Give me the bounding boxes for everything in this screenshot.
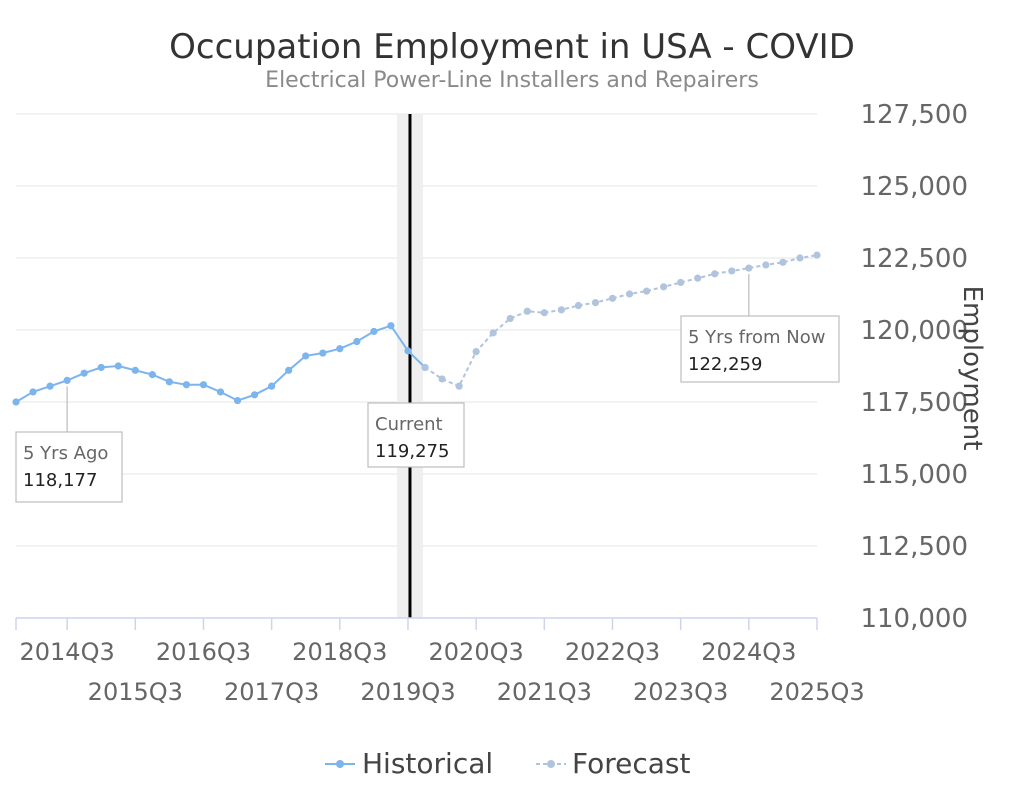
data-point[interactable] (336, 345, 344, 353)
x-tick-label: 2014Q3 (20, 638, 115, 666)
data-point[interactable] (762, 261, 770, 269)
y-tick-label: 112,500 (860, 532, 968, 562)
data-point[interactable] (199, 381, 208, 389)
data-point[interactable] (813, 251, 821, 259)
x-tick-label: 2016Q3 (156, 638, 251, 666)
data-point[interactable] (285, 366, 293, 374)
data-point[interactable] (46, 382, 54, 390)
data-point[interactable] (574, 301, 583, 310)
data-point[interactable] (250, 391, 259, 399)
legend-label-forecast: Forecast (572, 747, 691, 780)
annotation-box (15, 431, 123, 503)
data-point[interactable] (523, 307, 531, 315)
data-point[interactable] (148, 371, 156, 379)
data-point[interactable] (455, 382, 463, 390)
data-point[interactable] (540, 309, 548, 317)
y-axis-label: Employment (957, 286, 987, 451)
y-tick-label: 122,500 (860, 244, 968, 274)
data-point[interactable] (557, 306, 565, 314)
legend-item-forecast[interactable]: Forecast (536, 747, 691, 780)
data-point[interactable] (660, 283, 668, 291)
data-point[interactable] (131, 366, 139, 374)
x-tick-label: 2017Q3 (224, 678, 319, 706)
x-tick-label: 2018Q3 (292, 638, 387, 666)
data-point[interactable] (97, 363, 105, 372)
annotation-value: 119,275 (375, 441, 449, 462)
data-point[interactable] (472, 348, 480, 356)
data-point[interactable] (421, 363, 429, 372)
chart-subtitle: Electrical Power-Line Installers and Rep… (265, 68, 759, 93)
x-tick-label: 2022Q3 (565, 638, 660, 666)
data-point[interactable] (12, 398, 20, 406)
data-point[interactable] (80, 369, 88, 377)
data-point[interactable] (779, 258, 787, 266)
series-lines (12, 251, 821, 406)
data-point[interactable] (694, 274, 702, 282)
data-point[interactable] (165, 378, 173, 386)
x-tick-label: 2023Q3 (633, 678, 728, 706)
annotation-value: 118,177 (23, 470, 97, 491)
x-tick-label: 2015Q3 (88, 678, 183, 706)
annotation-box (367, 402, 465, 468)
data-point[interactable] (591, 299, 600, 307)
data-point[interactable] (677, 278, 685, 287)
data-point[interactable] (745, 264, 753, 272)
data-point[interactable] (353, 337, 361, 346)
data-point[interactable] (506, 314, 514, 323)
annotation-box (680, 315, 840, 383)
annotation-label: 5 Yrs Ago (23, 443, 108, 464)
data-point[interactable] (63, 376, 71, 384)
data-point[interactable] (370, 327, 378, 336)
data-point[interactable] (728, 267, 736, 275)
y-tick-label: 117,500 (860, 388, 968, 418)
data-point[interactable] (29, 388, 37, 396)
legend-item-historical[interactable]: Historical (325, 747, 493, 780)
x-tick-label: 2019Q3 (360, 678, 455, 706)
data-point[interactable] (268, 382, 276, 390)
annotation-value: 122,259 (688, 354, 762, 375)
x-tick-label: 2020Q3 (429, 638, 524, 666)
y-tick-label: 110,000 (860, 604, 968, 634)
data-point[interactable] (114, 362, 122, 370)
data-point[interactable] (216, 388, 225, 396)
legend-label-historical: Historical (362, 747, 493, 780)
data-point[interactable] (387, 322, 395, 330)
annotations: 5 Yrs Ago 118,177 Current 119,275 5 Yrs from… (15, 274, 840, 503)
current-band (396, 114, 423, 618)
data-point[interactable] (438, 375, 446, 383)
data-point[interactable] (489, 329, 497, 337)
legend[interactable]: Historical Forecast (325, 747, 691, 780)
data-point[interactable] (711, 270, 719, 278)
y-tick-label: 120,000 (860, 316, 968, 346)
data-point[interactable] (796, 254, 804, 262)
annotation-label: 5 Yrs from Now (688, 327, 825, 348)
x-tick-label: 2024Q3 (701, 638, 796, 666)
axes: 127,500 125,000 122,500 120,000 117,500 115,0… (15, 100, 968, 706)
y-tick-label: 127,500 (860, 100, 968, 130)
annotation-label: Current (375, 414, 443, 435)
data-point[interactable] (404, 347, 412, 355)
data-point[interactable] (608, 294, 617, 302)
data-point[interactable] (302, 352, 310, 360)
x-tick-label: 2025Q3 (769, 678, 864, 706)
y-tick-label: 115,000 (860, 460, 968, 490)
y-tick-label: 125,000 (860, 172, 968, 202)
data-point[interactable] (182, 381, 191, 389)
data-point[interactable] (625, 290, 634, 298)
x-tick-label: 2021Q3 (497, 678, 592, 706)
data-point[interactable] (233, 396, 242, 405)
data-point[interactable] (319, 349, 327, 357)
chart-title: Occupation Employment in USA - COVID (169, 27, 855, 67)
data-point[interactable] (642, 287, 651, 295)
